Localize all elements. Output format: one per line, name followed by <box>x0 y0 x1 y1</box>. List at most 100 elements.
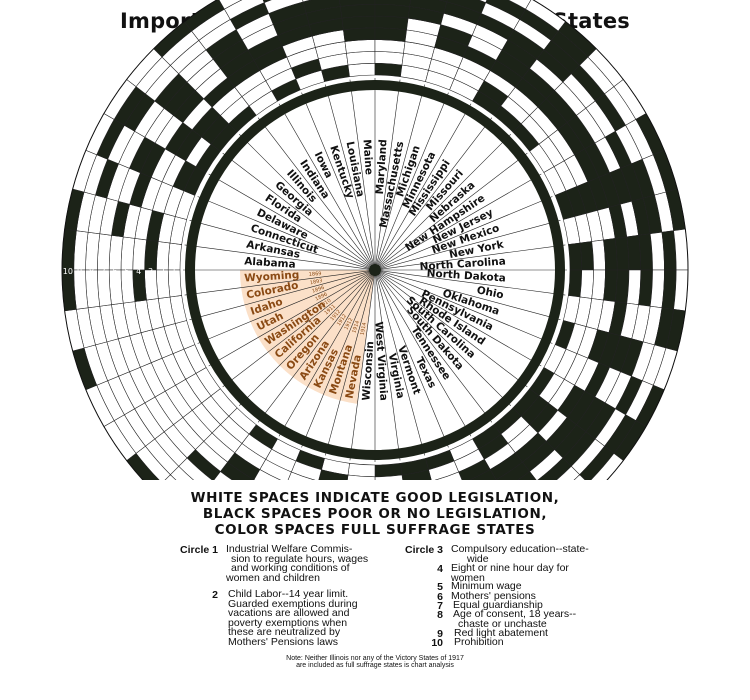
legend-circle4-text: Eight or nine hour day for women <box>451 562 569 584</box>
legislation-cell <box>626 269 642 306</box>
spoke-line <box>378 244 566 270</box>
legend-circle3-label: Circle 3 <box>405 544 443 556</box>
outer-circle <box>61 0 689 480</box>
spoke-line <box>301 92 374 267</box>
spoke-line <box>239 272 373 406</box>
spoke-line <box>189 220 372 270</box>
legislation-cell <box>591 239 606 271</box>
legend-circle6-text: Mothers' pensions <box>451 590 536 602</box>
spoke-line <box>378 173 542 269</box>
legend-circle10-number: 10 <box>431 637 443 649</box>
legend-circle10-text: Prohibition <box>454 636 504 648</box>
state-label: Maine <box>360 139 374 175</box>
legend-circle8-text: Age of consent, 18 years-- chaste or unch… <box>453 608 577 630</box>
spoke-line <box>377 272 493 423</box>
spoke-line <box>189 270 372 320</box>
legend-circle8-number: 8 <box>437 609 443 621</box>
suffrage-year: 1912 <box>343 317 354 331</box>
suffrage-year: 1896 <box>314 291 328 302</box>
spoke-line <box>376 103 472 267</box>
spoke-line <box>377 272 511 406</box>
legislation-cell <box>344 39 376 54</box>
spoke-line <box>349 79 375 267</box>
legend-circle1-label: Circle 1 <box>180 544 218 556</box>
spoke-line <box>208 271 372 367</box>
spoke-line <box>208 173 372 269</box>
circle-number: 5 <box>124 267 129 276</box>
legislation-cell <box>469 469 497 480</box>
legislation-cell <box>108 234 124 271</box>
legislation-cell <box>120 236 136 271</box>
circle-number: 2 <box>160 267 165 276</box>
legislation-cell <box>661 230 677 271</box>
suffrage-wedge <box>307 270 375 395</box>
spoke-line <box>349 273 375 461</box>
legislation-cell <box>434 471 463 480</box>
legislation-cell <box>374 39 406 54</box>
state-label: North Carolina <box>419 255 506 273</box>
grid-lines <box>61 0 689 480</box>
spoke-line <box>378 220 561 270</box>
legend-circle9-text: Red light abatement <box>454 627 548 639</box>
suffrage-wedge <box>250 270 375 338</box>
circle-number: 1 <box>172 267 177 276</box>
spoke-line <box>257 117 373 268</box>
circle-cells <box>61 0 689 480</box>
spoke-line <box>376 92 449 267</box>
circle-number: 9 <box>77 267 82 276</box>
legislation-cell <box>374 3 411 19</box>
spoke-line <box>375 79 401 267</box>
legislation-cell <box>568 242 583 271</box>
legislation-cell <box>374 51 404 66</box>
spoke-line <box>378 196 553 269</box>
legend-circle4-number: 4 <box>437 563 443 575</box>
legislation-cell <box>73 230 89 271</box>
legislation-cell <box>346 51 376 66</box>
legend-circle5-text: Minimum wage <box>451 580 522 592</box>
legislation-cell <box>579 241 594 271</box>
footnote-line-2: are included as full suffrage states is … <box>296 662 454 669</box>
circle-number: 3 <box>148 267 153 276</box>
legend-circle1-text: Industrial Welfare Commis-sion to regula… <box>226 543 369 584</box>
legislation-cell <box>591 269 606 301</box>
spoke-line <box>197 196 372 269</box>
spoke-line <box>378 271 542 367</box>
legislation-cell <box>661 269 677 310</box>
legislation-cell <box>339 3 376 19</box>
legislation-cell <box>374 62 403 77</box>
legend-heading-color: COLOR SPACES FULL SUFFRAGE STATES <box>214 522 536 538</box>
spoke-line <box>222 272 373 388</box>
circle-number: 10 <box>63 267 73 276</box>
legislation-cell <box>638 269 653 307</box>
legislation-cell <box>579 269 594 299</box>
suffrage-wedge <box>292 270 375 387</box>
legend-circle3-text: Compulsory education--state-wide <box>451 543 589 565</box>
spoke-line <box>257 272 373 423</box>
state-label: North Dakota <box>426 267 506 284</box>
circle-number: 4 <box>136 267 141 276</box>
spoke-line <box>377 152 528 268</box>
suffrage-year: 1914 <box>351 320 361 334</box>
legislation-cell <box>85 231 101 271</box>
legislation-cell <box>156 241 171 271</box>
suffrage-wedge <box>267 270 375 366</box>
suffrage-year: 1896 <box>311 285 325 295</box>
spoke-line <box>375 273 425 456</box>
legislation-wheel-chart: AlabamaArkansasConnecticutDelawareFlorid… <box>61 0 689 480</box>
legislation-cell <box>649 231 665 271</box>
spoke-line <box>184 270 372 296</box>
spoke-line <box>376 273 449 448</box>
legend-circle2-number: 2 <box>212 589 218 601</box>
state-label: Alabama <box>244 255 296 270</box>
spoke-line <box>184 244 372 270</box>
spoke-line <box>325 84 375 267</box>
legend-circle2-text: Child Labor--14 year limit. Guarded exemp… <box>228 588 358 648</box>
spoke-line <box>325 273 375 456</box>
state-label: Ohio <box>476 284 505 301</box>
legislation-cell <box>556 465 581 480</box>
spoke-line <box>377 134 511 268</box>
spoke-line <box>377 272 528 388</box>
legislation-cell <box>374 27 407 42</box>
legislation-cell <box>626 234 642 271</box>
legislation-cell <box>614 269 630 304</box>
